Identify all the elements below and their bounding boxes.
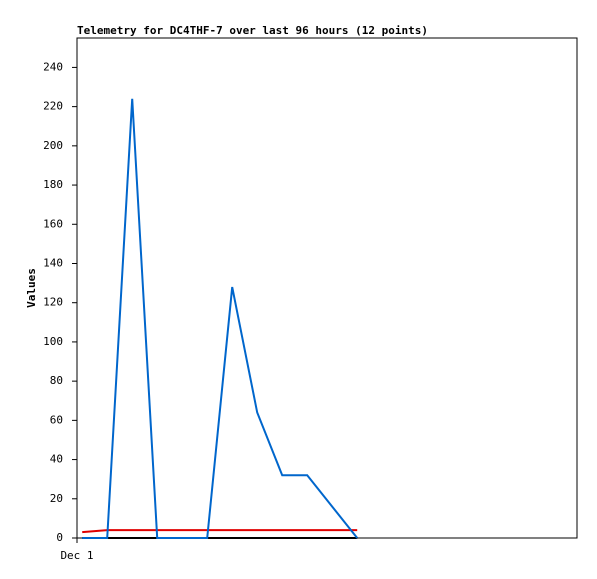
y-tick-label: 200 [43,139,63,152]
x-tick-label: Dec 1 [60,549,93,562]
y-tick-label: 160 [43,217,63,230]
y-tick-label: 80 [50,374,63,387]
y-tick-label: 20 [50,492,63,505]
y-tick-label: 240 [43,60,63,73]
y-tick-label: 0 [56,531,63,544]
y-tick-label: 140 [43,256,63,269]
y-tick-label: 220 [43,100,63,113]
y-tick-label: 120 [43,296,63,309]
y-tick-label: 100 [43,335,63,348]
chart-title: Telemetry for DC4THF-7 over last 96 hour… [77,24,428,37]
y-tick-label: 60 [50,413,63,426]
series-line [82,529,358,534]
y-tick-label: 40 [50,453,63,466]
y-axis-label: Values [25,268,38,308]
series-line [82,98,358,539]
y-tick-label: 180 [43,178,63,191]
